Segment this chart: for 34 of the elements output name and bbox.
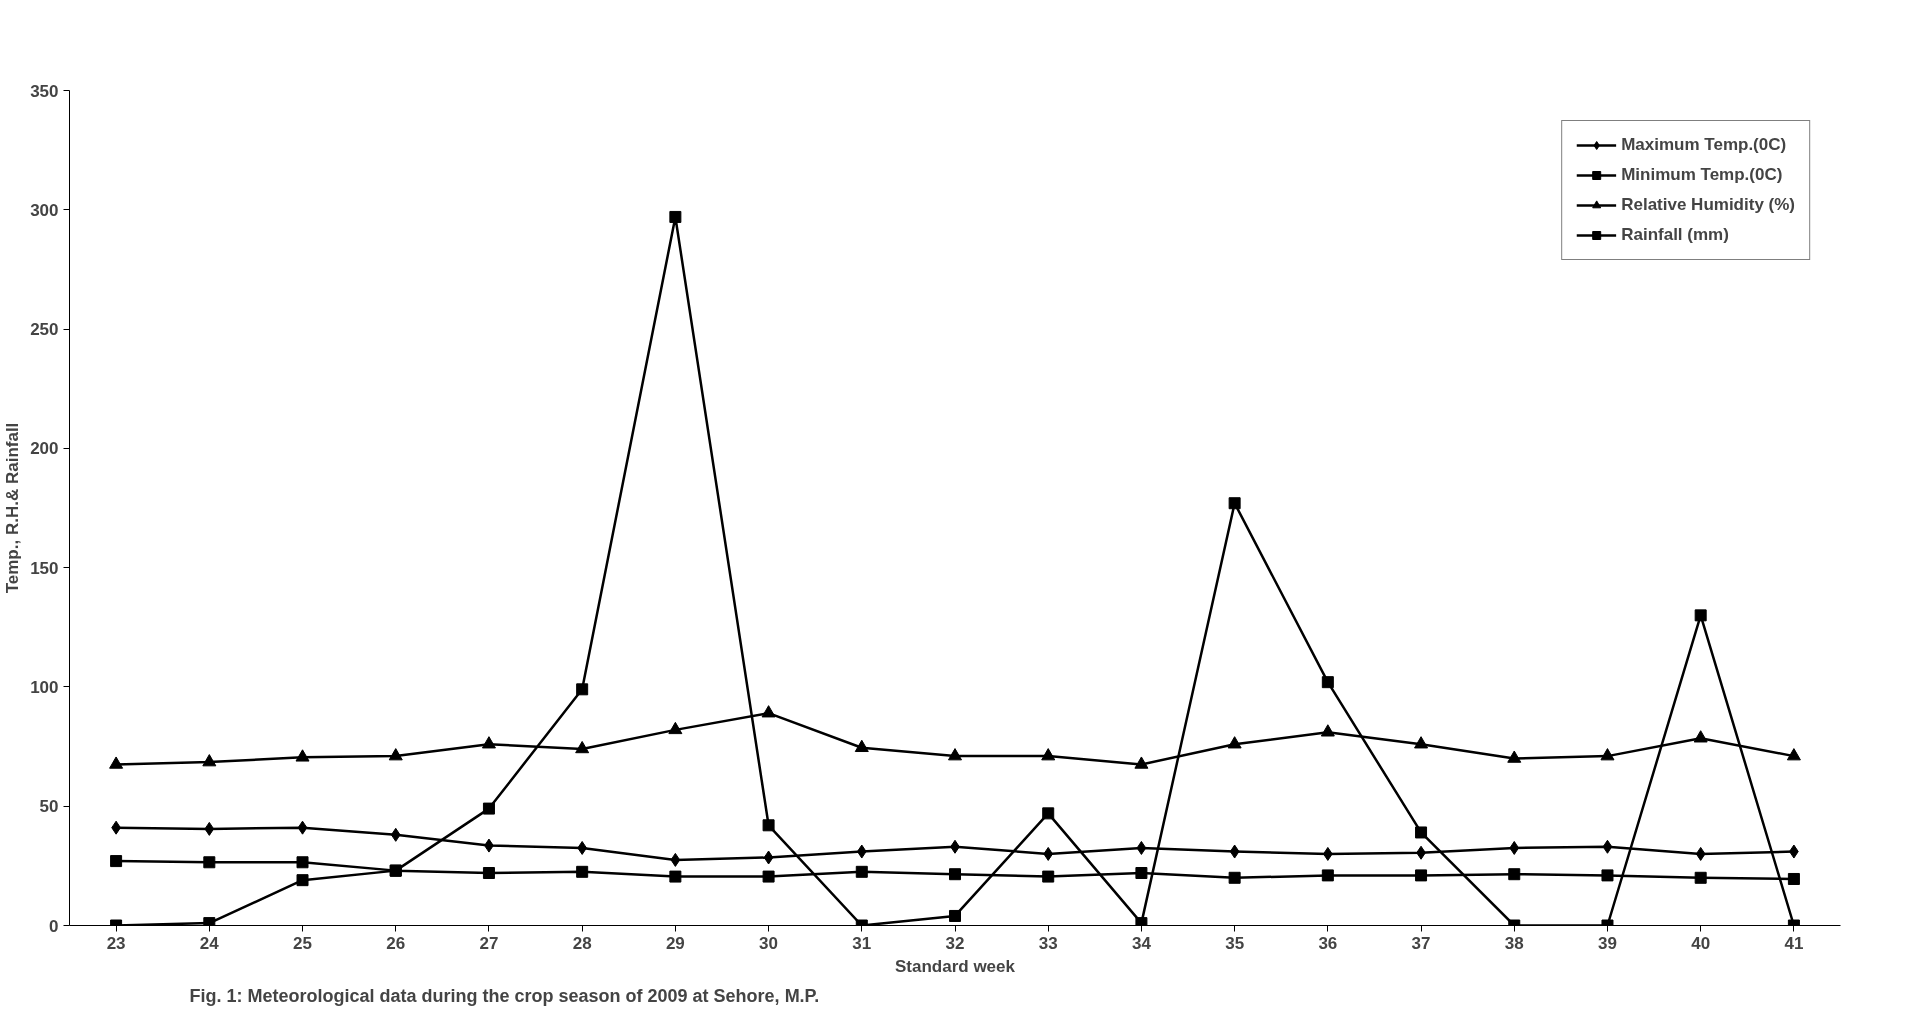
x-tick-label: 37 (1411, 933, 1431, 953)
x-tick-label: 39 (1598, 933, 1617, 953)
legend-label: Rainfall (mm) (1621, 225, 1729, 245)
x-tick-label: 34 (1131, 933, 1152, 953)
y-tick-label: 250 (30, 320, 59, 340)
x-tick-label: 36 (1318, 933, 1338, 953)
x-tick-label: 31 (852, 933, 872, 953)
y-tick-label: 0 (49, 916, 59, 936)
x-tick-label: 32 (945, 933, 965, 953)
x-tick-label: 24 (199, 933, 220, 953)
y-tick-label: 100 (30, 677, 59, 697)
x-tick-label: 29 (665, 933, 685, 953)
legend-label: Relative Humidity (%) (1621, 195, 1795, 215)
legend-label: Minimum Temp.(0C) (1621, 165, 1783, 185)
x-tick-label: 40 (1691, 933, 1711, 953)
x-tick-label: 33 (1038, 933, 1058, 953)
x-tick-label: 30 (759, 933, 779, 953)
x-tick-label: 28 (572, 933, 592, 953)
y-tick-label: 300 (30, 200, 59, 220)
y-tick-label: 150 (30, 558, 59, 578)
caption: Fig. 1: Meteorological data during the crop season of 2009 at Sehore, M.P. (189, 985, 820, 1006)
x-tick-label: 25 (293, 933, 312, 953)
y-tick-label: 200 (30, 439, 59, 459)
y-axis-title: Temp., R.H.& Rainfall (3, 422, 23, 594)
x-tick-label: 27 (479, 933, 499, 953)
legend-label: Maximum Temp.(0C) (1621, 135, 1787, 155)
y-tick-label: 350 (30, 81, 59, 101)
x-tick-label: 23 (106, 933, 126, 953)
x-tick-label: 41 (1784, 933, 1804, 953)
x-tick-label: 38 (1504, 933, 1524, 953)
x-axis-title: Standard week (895, 956, 1016, 976)
y-tick-label: 50 (39, 797, 59, 817)
x-tick-label: 35 (1225, 933, 1245, 953)
x-tick-label: 26 (386, 933, 406, 953)
